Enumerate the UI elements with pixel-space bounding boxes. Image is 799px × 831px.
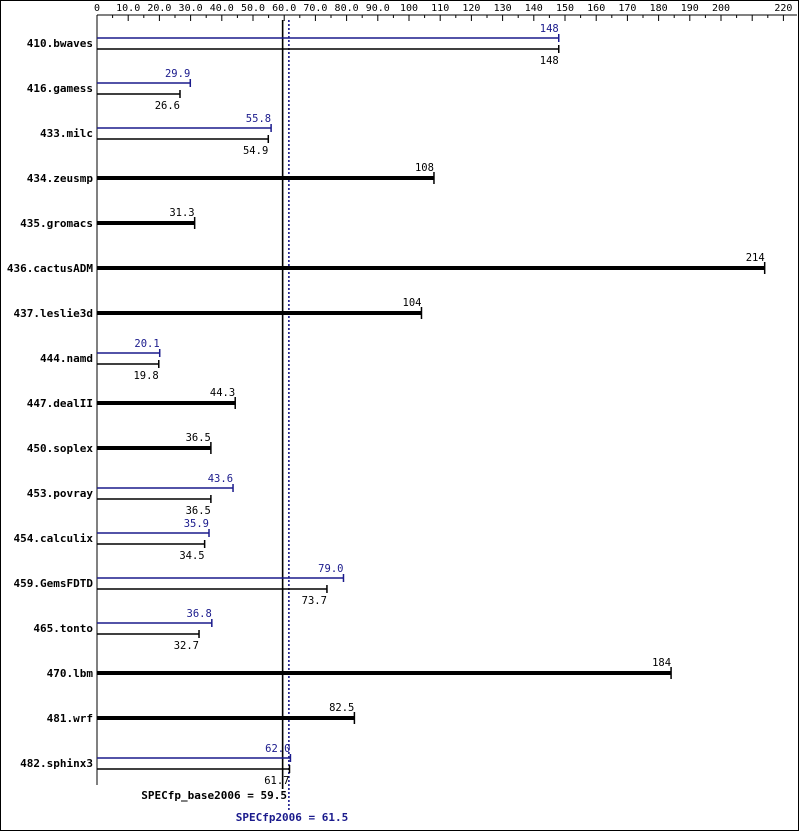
peak-value-label: 55.8 [246,113,271,125]
base-value-label: 108 [415,162,434,174]
base-value-label: 34.5 [179,550,204,562]
peak-value-label: 43.6 [208,473,233,485]
x-tick-label: 100 [400,3,418,14]
base-value-label: 44.3 [210,387,235,399]
x-tick-label: 180 [650,3,668,14]
x-tick-label: 160 [587,3,605,14]
benchmark-label: 465.tonto [33,622,93,635]
x-tick-label: 30.0 [179,3,203,14]
peak-value-label: 35.9 [184,518,209,530]
benchmark-label: 481.wrf [47,712,93,725]
x-tick-label: 130 [494,3,512,14]
benchmark-labels: 410.bwaves 148 148 416.gamess 29.9 26.6 433.mi… [7,23,765,787]
benchmark-label: 482.sphinx3 [20,757,93,770]
benchmark-label: 436.cactusADM [7,262,93,275]
benchmark-label: 450.soplex [27,442,94,455]
benchmark-label: 416.gamess [27,82,93,95]
x-tick-label: 120 [462,3,480,14]
benchmark-label: 470.lbm [47,667,94,680]
x-tick-label: 50.0 [241,3,265,14]
base-value-label: 19.8 [133,370,158,382]
x-tick-label: 190 [681,3,699,14]
base-value-label: 73.7 [302,595,327,607]
peak-value-label: 36.8 [187,608,212,620]
reference-lines [281,20,290,810]
peak-value-label: 79.0 [318,563,343,575]
base-value-label: 214 [746,252,765,264]
x-tick-label: 170 [618,3,636,14]
benchmark-label: 459.GemsFDTD [14,577,94,590]
x-tick-label: 60.0 [272,3,296,14]
base-value-label: 31.3 [169,207,194,219]
x-tick-label: 10.0 [116,3,140,14]
base-value-label: 26.6 [155,100,180,112]
x-tick-label: 200 [712,3,730,14]
benchmark-label: 433.milc [40,127,93,140]
benchmark-label: 437.leslie3d [14,307,93,320]
bars [97,34,766,773]
x-tick-label: 90.0 [366,3,390,14]
summary-peak-text: SPECfp2006 = 61.5 [236,811,349,824]
benchmark-label: 447.dealII [27,397,93,410]
x-tick-label: 80.0 [335,3,359,14]
base-value-label: 104 [403,297,422,309]
benchmark-label: 444.namd [40,352,93,365]
base-value-label: 36.5 [186,505,211,517]
benchmark-label: 410.bwaves [27,37,93,50]
x-tick-label: 140 [525,3,543,14]
benchmark-label: 435.gromacs [20,217,93,230]
summary-base-text: SPECfp_base2006 = 59.5 [141,789,287,802]
x-tick-label: 150 [556,3,574,14]
x-tick-label: 0 [94,3,100,14]
base-value-label: 61.7 [264,775,289,787]
benchmark-label: 453.povray [27,487,94,500]
peak-value-label: 29.9 [165,68,190,80]
base-value-label: 36.5 [186,432,211,444]
peak-value-label: 62.0 [265,743,290,755]
base-value-label: 148 [540,55,559,67]
base-value-label: 32.7 [174,640,199,652]
x-tick-label: 220 [774,3,792,14]
x-tick-label: 110 [431,3,449,14]
summary: SPECfp_base2006 = 59.5 SPECfp2006 = 61.5 [141,789,348,824]
x-tick-label: 70.0 [303,3,327,14]
base-value-label: 54.9 [243,145,268,157]
x-tick-label: 40.0 [210,3,234,14]
peak-value-label: 148 [540,23,559,35]
base-value-label: 82.5 [329,702,354,714]
base-value-label: 184 [652,657,671,669]
benchmark-label: 434.zeusmp [27,172,94,185]
peak-value-label: 20.1 [134,338,159,350]
x-tick-label: 20.0 [147,3,171,14]
benchmark-label: 454.calculix [14,532,94,545]
